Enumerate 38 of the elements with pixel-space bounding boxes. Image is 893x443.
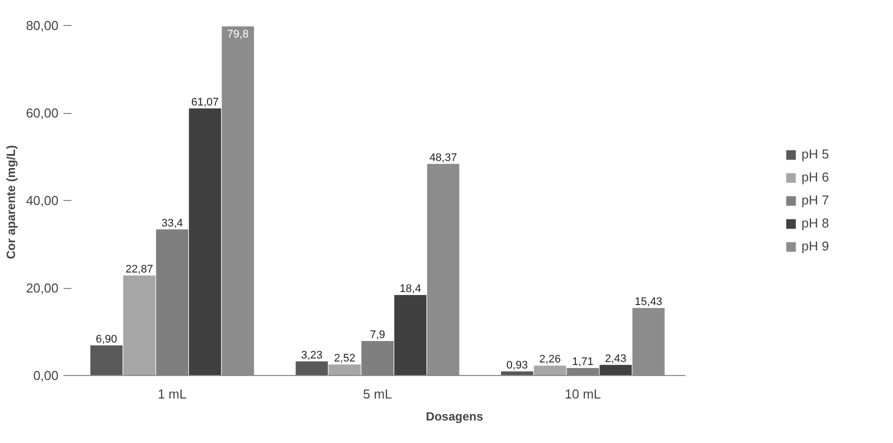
data-label: 79,8 bbox=[227, 28, 249, 40]
bar bbox=[328, 364, 361, 376]
x-tick-label: 1 mL bbox=[158, 386, 187, 402]
bar bbox=[534, 366, 566, 376]
data-label: 3,23 bbox=[301, 349, 323, 362]
data-label: 6,90 bbox=[96, 333, 118, 346]
data-label: 1,71 bbox=[572, 356, 594, 368]
legend-label: pH 6 bbox=[802, 170, 829, 184]
data-label: 18,4 bbox=[400, 283, 422, 295]
x-tick-label: 10 mL bbox=[564, 386, 601, 402]
data-label: 15,43 bbox=[634, 296, 662, 308]
data-label: 2,43 bbox=[604, 352, 626, 365]
y-tick-label: 40,00 bbox=[26, 193, 59, 208]
data-label: 22,87 bbox=[126, 263, 154, 276]
x-axis-title: Dosagens bbox=[426, 410, 484, 424]
bar bbox=[600, 364, 632, 376]
bar bbox=[296, 361, 328, 376]
bar bbox=[188, 108, 222, 376]
data-label: 2,52 bbox=[334, 352, 356, 364]
data-label: 2,26 bbox=[539, 354, 561, 366]
legend-label: pH 7 bbox=[802, 192, 829, 208]
data-label: 33,4 bbox=[161, 217, 183, 230]
y-tick-label: 20,00 bbox=[26, 280, 59, 296]
y-tick-label: 80,00 bbox=[26, 18, 59, 33]
x-tick-label: 5 mL bbox=[363, 386, 392, 402]
y-tick-label: 60,00 bbox=[26, 106, 59, 120]
bar bbox=[123, 275, 156, 376]
data-label: 48,37 bbox=[429, 152, 457, 164]
bar bbox=[90, 345, 123, 376]
y-axis-title: Cor aparente (mg/L) bbox=[4, 145, 18, 260]
bar bbox=[394, 295, 426, 376]
legend-label: pH 5 bbox=[802, 146, 829, 162]
data-label: 0,93 bbox=[506, 359, 528, 372]
data-label: 7,9 bbox=[370, 328, 386, 341]
legend-label: pH 8 bbox=[802, 216, 829, 230]
data-label: 61,07 bbox=[191, 96, 219, 108]
legend-label: pH 9 bbox=[802, 238, 829, 254]
y-tick-label: 0,00 bbox=[33, 368, 59, 383]
